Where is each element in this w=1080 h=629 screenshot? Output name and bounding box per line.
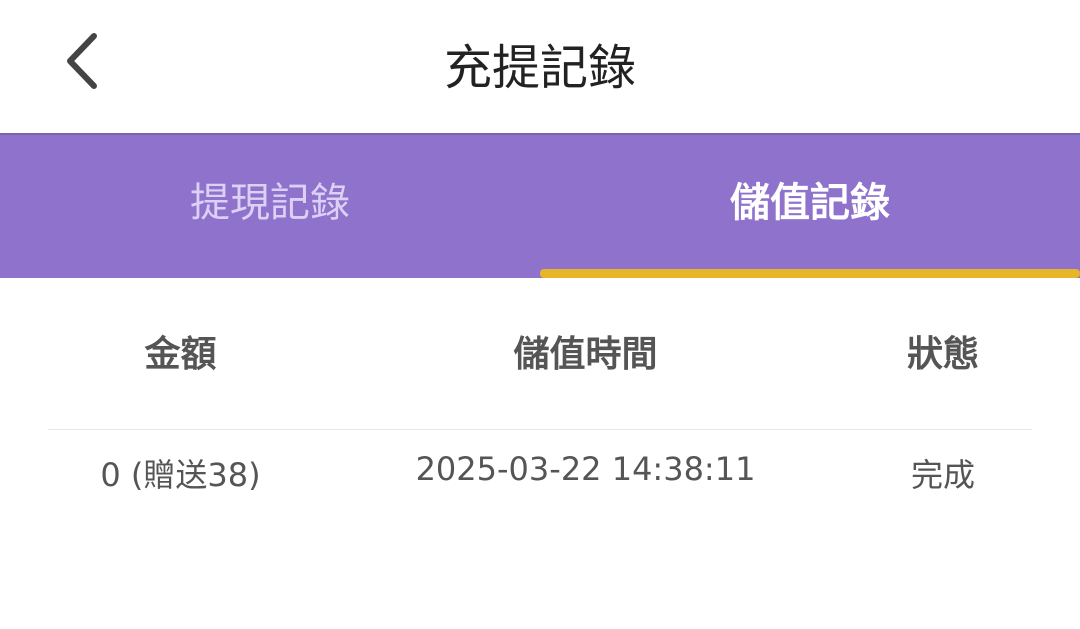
chevron-left-icon (67, 33, 97, 89)
amount-cell: 0 (贈送38) (100, 456, 261, 494)
tab-label: 儲值記錄 (730, 180, 890, 226)
column-deposit-time: 儲值時間 (513, 334, 658, 375)
back-button[interactable] (60, 30, 110, 92)
page-title: 充提記錄 (443, 40, 636, 96)
column-status: 狀態 (906, 334, 979, 375)
tab-withdraw-records[interactable]: 提現記錄 (0, 135, 540, 278)
status-cell: 完成 (910, 456, 975, 494)
active-tab-indicator (540, 269, 1080, 278)
tab-bar: 提現記錄 儲值記錄 (0, 135, 1080, 278)
header: 充提記錄 (0, 0, 1080, 135)
tab-label: 提現記錄 (190, 180, 350, 226)
table-header: 金額 儲值時間 狀態 (48, 325, 1032, 430)
time-cell: 2025-03-22 14:38:11 (415, 450, 756, 488)
tab-deposit-records[interactable]: 儲值記錄 (540, 135, 1080, 278)
column-amount: 金額 (144, 334, 217, 375)
